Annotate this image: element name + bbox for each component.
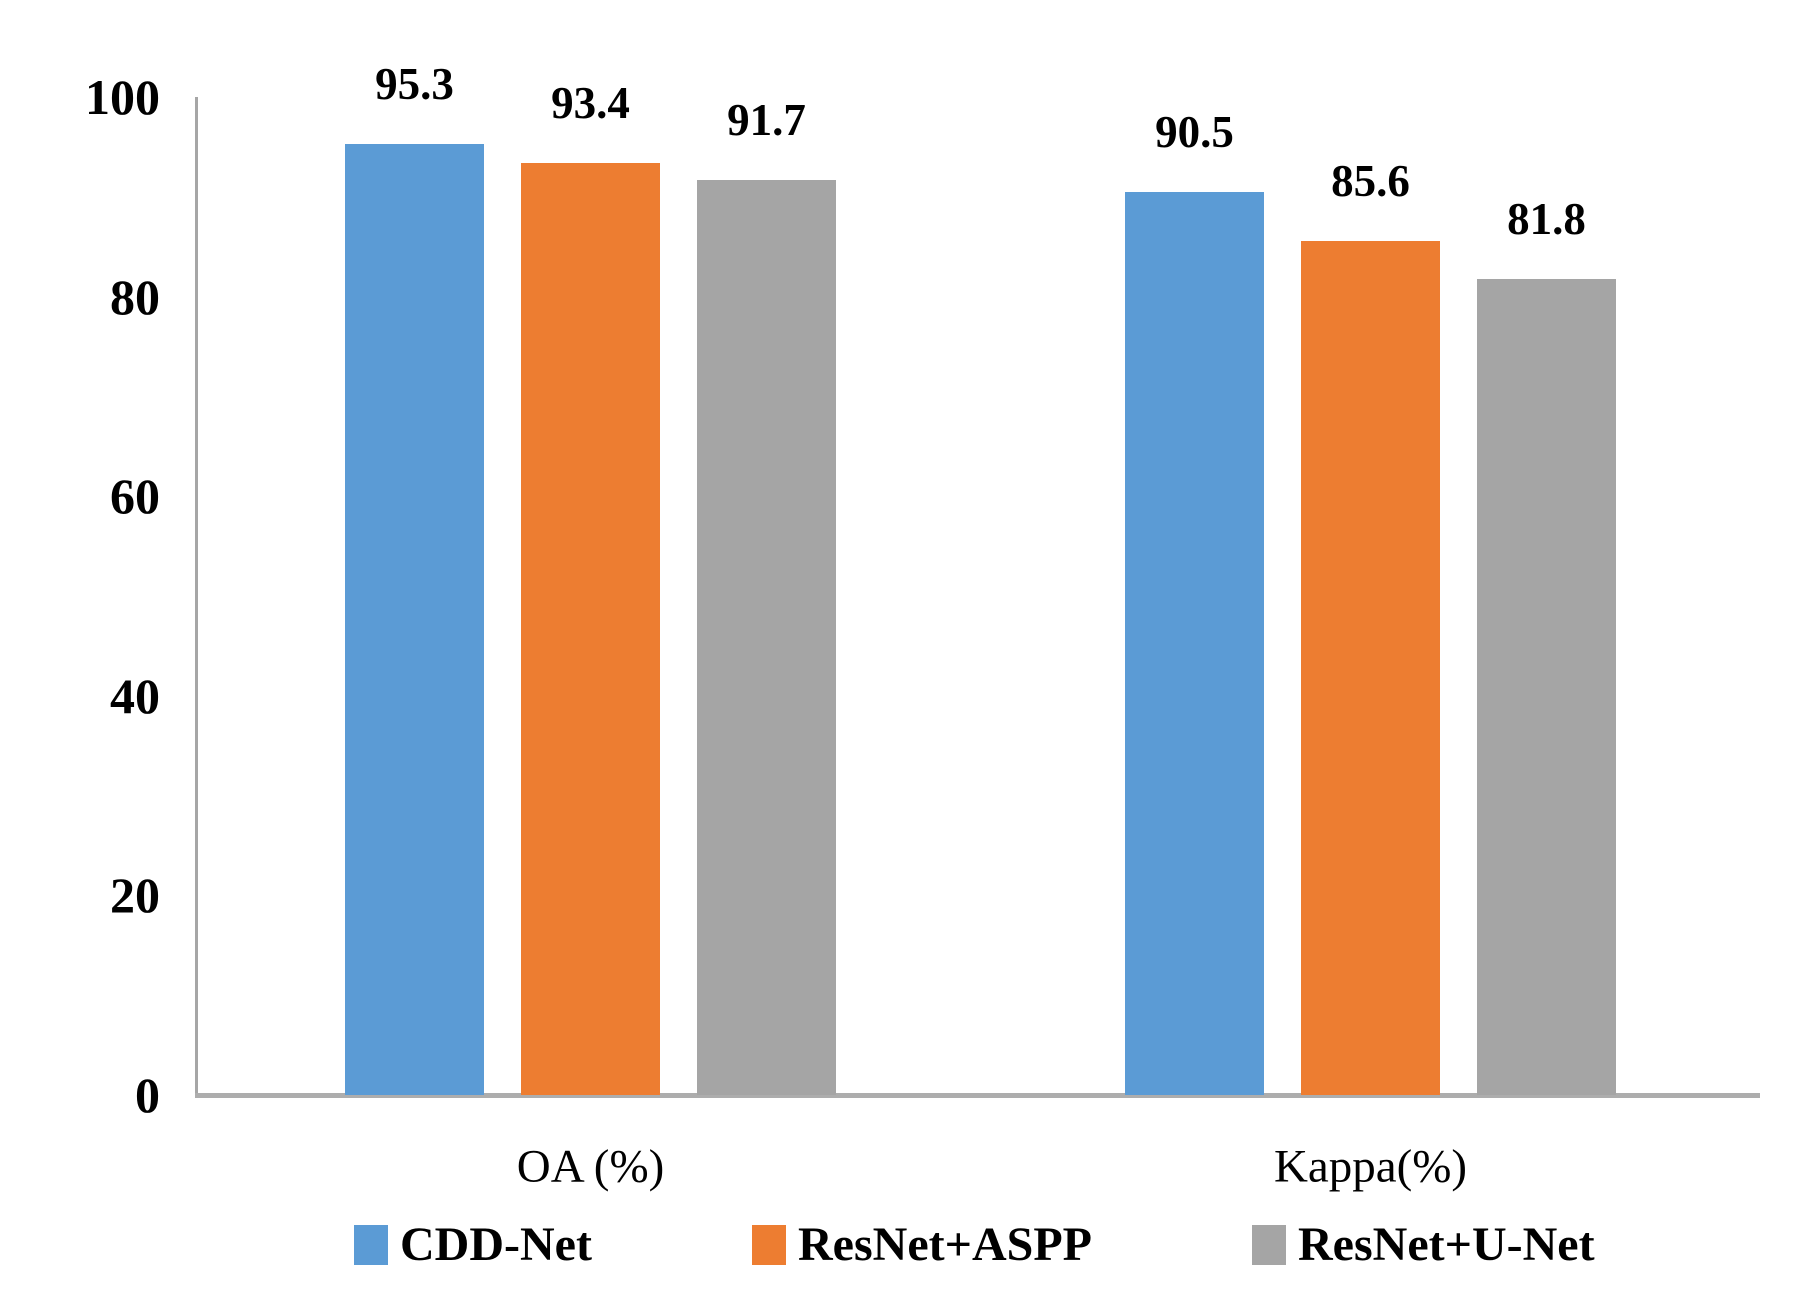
legend-item-resnet-u-net: ResNet+U-Net [1252,1221,1595,1269]
y-tick-label: 80 [110,268,160,325]
bar-resnet-u-net-kappa [1477,278,1616,1095]
legend-swatch-resnet-aspp [752,1225,786,1265]
legend-label-resnet-aspp: ResNet+ASPP [798,1218,1092,1271]
value-label-cdd-net-kappa: 90.5 [1155,106,1234,157]
y-tick-label: 100 [85,69,160,125]
value-label-resnet-aspp-kappa: 85.6 [1331,155,1410,206]
y-tick-label: 40 [110,667,160,724]
y-tick-label: 20 [110,867,160,924]
legend-item-cdd-net: CDD-Net [354,1221,592,1269]
value-label-resnet-u-net-kappa: 81.8 [1507,193,1586,244]
category-label-oa: OA (%) [516,1140,665,1193]
legend-label-cdd-net: CDD-Net [400,1218,592,1271]
y-axis-line [195,97,198,1098]
y-tick-label: 60 [110,468,160,525]
legend-label-resnet-u-net: ResNet+U-Net [1298,1218,1595,1271]
bar-resnet-aspp-kappa [1301,240,1440,1095]
bar-resnet-aspp-oa [521,162,660,1095]
y-tick-label: 0 [135,1067,160,1123]
value-label-resnet-u-net-oa: 91.7 [727,94,806,145]
value-label-cdd-net-oa: 95.3 [375,58,454,109]
category-label-kappa: Kappa(%) [1273,1140,1468,1193]
value-label-resnet-aspp-oa: 93.4 [551,77,630,128]
legend-swatch-resnet-u-net [1252,1225,1286,1265]
legend-swatch-cdd-net [354,1225,388,1265]
legend-item-resnet-aspp: ResNet+ASPP [752,1221,1092,1269]
bar-cdd-net-oa [345,143,484,1095]
bar-cdd-net-kappa [1125,191,1264,1095]
bar-resnet-u-net-oa [697,179,836,1095]
x-axis-line [195,1093,1760,1098]
